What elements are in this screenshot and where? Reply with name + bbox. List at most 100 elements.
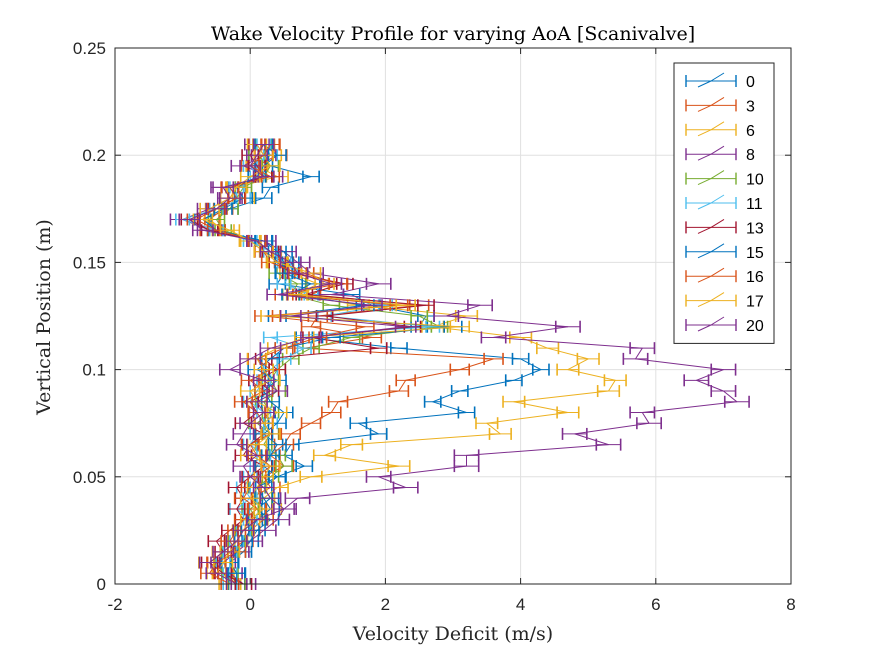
legend-item: 6 bbox=[685, 121, 755, 140]
legend-item: 20 bbox=[685, 316, 764, 335]
data-point bbox=[284, 492, 311, 505]
data-point bbox=[280, 427, 302, 440]
legend-label: 15 bbox=[746, 245, 764, 262]
data-point bbox=[212, 545, 235, 558]
data-point bbox=[295, 460, 314, 473]
axes-frame bbox=[114, 47, 792, 585]
data-point bbox=[300, 417, 322, 430]
legend-item: 13 bbox=[685, 218, 764, 237]
data-point bbox=[218, 363, 241, 376]
data-point bbox=[453, 460, 480, 473]
data-point bbox=[266, 288, 289, 301]
data-point bbox=[457, 406, 476, 419]
data-point bbox=[260, 460, 281, 473]
x-axis-label: Velocity Deficit (m/s) bbox=[352, 623, 553, 645]
data-point bbox=[596, 385, 621, 398]
series-layer bbox=[169, 138, 750, 590]
data-point bbox=[629, 406, 656, 419]
data-point bbox=[239, 385, 261, 398]
data-point bbox=[198, 556, 221, 569]
data-point bbox=[227, 502, 246, 515]
data-point bbox=[252, 170, 275, 183]
data-point bbox=[299, 470, 323, 483]
data-point bbox=[723, 395, 750, 408]
y-tick-label: 0 bbox=[97, 575, 106, 594]
data-point bbox=[504, 374, 523, 387]
data-point bbox=[683, 374, 710, 387]
data-point bbox=[260, 427, 281, 440]
data-point bbox=[339, 438, 364, 451]
data-point bbox=[279, 310, 302, 322]
data-point bbox=[286, 267, 309, 280]
data-point bbox=[232, 460, 255, 473]
data-point bbox=[205, 567, 228, 580]
legend-item: 17 bbox=[685, 292, 764, 311]
data-point bbox=[252, 406, 275, 419]
data-point bbox=[636, 417, 663, 430]
legend-label: 13 bbox=[746, 220, 764, 237]
data-point bbox=[410, 310, 429, 322]
data-point bbox=[576, 352, 600, 365]
data-point bbox=[554, 320, 581, 333]
data-point bbox=[252, 481, 275, 494]
data-point bbox=[365, 470, 392, 483]
legend-label: 3 bbox=[746, 98, 755, 115]
data-point bbox=[312, 449, 337, 462]
data-point bbox=[511, 352, 530, 365]
data-point bbox=[531, 363, 550, 376]
data-point bbox=[239, 470, 262, 483]
data-point bbox=[246, 513, 268, 526]
data-point bbox=[488, 427, 512, 440]
data-point bbox=[300, 320, 322, 333]
data-point bbox=[232, 427, 255, 440]
legend-label: 16 bbox=[746, 269, 764, 286]
data-point bbox=[261, 181, 280, 194]
legend-label: 0 bbox=[746, 74, 755, 91]
y-axis-label: Vertical Position (m) bbox=[33, 219, 55, 416]
data-point bbox=[508, 331, 533, 344]
data-point bbox=[253, 363, 274, 376]
data-point bbox=[232, 524, 255, 537]
data-point bbox=[349, 417, 368, 430]
legend-item: 10 bbox=[685, 170, 764, 189]
data-point bbox=[629, 342, 656, 355]
data-point bbox=[227, 567, 247, 580]
x-tick-label: 8 bbox=[786, 595, 795, 614]
legend-label: 17 bbox=[746, 294, 764, 311]
data-point bbox=[502, 395, 526, 408]
data-point bbox=[267, 438, 287, 451]
y-tick-label: 0.05 bbox=[73, 468, 106, 487]
data-point bbox=[425, 320, 441, 333]
data-point bbox=[276, 277, 292, 290]
legend-item: 16 bbox=[685, 267, 764, 286]
data-point bbox=[273, 502, 295, 515]
data-point bbox=[246, 449, 268, 462]
data-point bbox=[225, 438, 248, 451]
data-point bbox=[246, 234, 268, 247]
data-point bbox=[395, 374, 416, 387]
data-point bbox=[254, 192, 273, 205]
data-point bbox=[369, 342, 388, 355]
data-point bbox=[259, 342, 282, 355]
data-point bbox=[259, 492, 282, 505]
data-point bbox=[388, 385, 410, 398]
chart-title: Wake Velocity Profile for varying AoA [S… bbox=[211, 23, 695, 45]
data-point bbox=[320, 277, 343, 290]
data-point bbox=[369, 427, 388, 440]
data-point bbox=[453, 449, 480, 462]
data-point bbox=[710, 385, 737, 398]
data-point bbox=[259, 245, 282, 258]
data-point bbox=[387, 460, 411, 473]
data-point bbox=[394, 320, 417, 333]
data-point bbox=[561, 427, 588, 440]
data-point bbox=[191, 224, 214, 237]
x-tick-label: 0 bbox=[245, 595, 254, 614]
data-point bbox=[219, 224, 241, 237]
data-point bbox=[595, 438, 622, 451]
y-tick-label: 0.1 bbox=[82, 361, 106, 380]
data-point bbox=[262, 331, 279, 344]
data-point bbox=[450, 385, 469, 398]
legend-label: 10 bbox=[746, 172, 764, 189]
data-point bbox=[483, 352, 504, 365]
